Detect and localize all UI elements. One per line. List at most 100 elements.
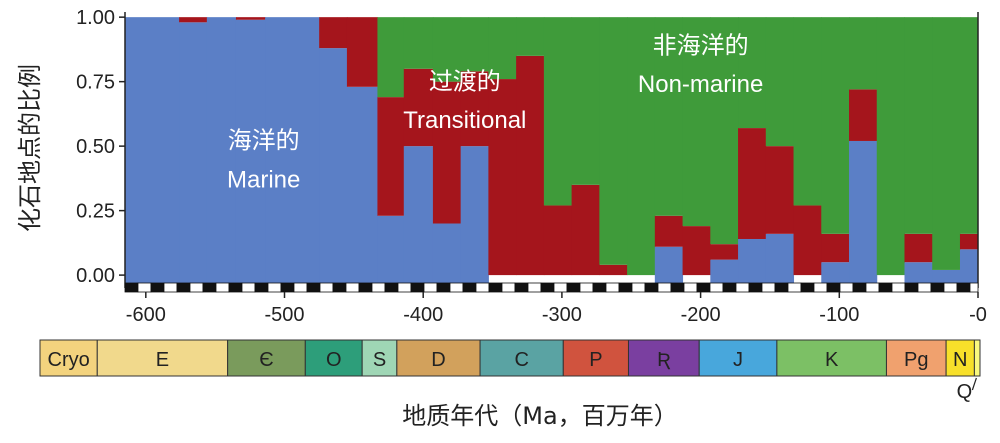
x-axis-dash <box>540 282 555 293</box>
region-label-en: Transitional <box>403 107 526 134</box>
bar-marine-9 <box>432 223 462 288</box>
bar-nonmarine-15 <box>599 17 628 265</box>
period-quaternary <box>973 339 981 377</box>
bar-marine-24 <box>849 140 878 288</box>
bar-nonmarine-24 <box>849 17 878 90</box>
bar-nonmarine-18 <box>682 17 711 227</box>
bar-transitional-22 <box>793 205 822 276</box>
x-axis-dash <box>904 282 919 293</box>
x-axis-dash <box>514 282 529 293</box>
x-axis-dash <box>813 282 828 293</box>
quaternary-label: Q <box>957 381 973 403</box>
x-axis-dash <box>943 282 958 293</box>
x-axis-dash <box>930 282 945 293</box>
bar-nonmarine-12 <box>516 17 545 56</box>
x-axis-dash <box>436 282 451 293</box>
x-tick-label: -400 <box>403 304 443 326</box>
bar-transitional-23 <box>821 233 850 263</box>
stacked-bars <box>125 17 979 289</box>
bar-transitional-21 <box>765 146 795 234</box>
bar-marine-0 <box>125 17 180 289</box>
bar-transitional-8 <box>403 68 434 147</box>
bar-marine-7 <box>377 215 405 288</box>
y-tick-label: 0.50 <box>76 136 115 158</box>
x-axis-dash <box>423 282 438 293</box>
x-axis-dash <box>215 282 230 293</box>
x-axis-dash <box>397 282 412 293</box>
bar-transitional-18 <box>682 226 711 276</box>
x-axis-dash <box>124 282 139 293</box>
bar-marine-17 <box>654 246 684 288</box>
x-axis-dash <box>358 282 373 293</box>
y-axis-title: 化石地点的比例 <box>16 64 44 232</box>
x-axis-dash <box>670 282 685 293</box>
bar-transitional-9 <box>432 81 462 224</box>
bar-nonmarine-8 <box>403 17 434 69</box>
bar-transitional-12 <box>516 55 545 276</box>
period-label: E <box>156 349 169 371</box>
y-tick-label: 0.75 <box>76 72 115 94</box>
period-11 <box>885 339 947 377</box>
bar-nonmarine-9 <box>432 17 462 82</box>
bar-transitional-5 <box>319 17 348 49</box>
x-tick-label: -0 <box>969 304 987 326</box>
period-3 <box>304 339 363 377</box>
period-4 <box>361 339 398 377</box>
x-axis-dash <box>345 282 360 293</box>
period-label: N <box>953 349 967 371</box>
bar-transitional-11 <box>488 79 517 276</box>
x-axis-dash <box>176 282 191 293</box>
x-axis-dash <box>683 282 698 293</box>
bar-nonmarine-17 <box>654 17 684 216</box>
y-tick-label: 1.00 <box>76 7 115 29</box>
bar-marine-10 <box>460 146 489 288</box>
x-axis-dash <box>891 282 906 293</box>
period-2 <box>227 339 306 377</box>
bar-marine-2 <box>206 17 237 289</box>
y-tick-label: 0.25 <box>76 201 115 223</box>
x-axis-dash <box>488 282 503 293</box>
region-labels: 海洋的 Marine 过渡的 Transitional 非海洋的 Non-marine <box>227 31 763 193</box>
bar-transitional-7 <box>377 97 405 216</box>
period-6 <box>479 339 564 377</box>
x-axis-dash <box>774 282 789 293</box>
x-axis-dash <box>150 282 165 293</box>
x-axis-dash <box>306 282 321 293</box>
x-tick-label: -200 <box>681 304 721 326</box>
x-axis-dash <box>826 282 841 293</box>
x-axis-dash <box>566 282 581 293</box>
bar-transitional-24 <box>849 89 878 141</box>
bar-nonmarine-21 <box>765 17 795 147</box>
x-axis-dash <box>293 282 308 293</box>
x-axis-dash <box>800 282 815 293</box>
period-7 <box>562 339 629 377</box>
period-8 <box>627 339 700 377</box>
x-axis-dash <box>787 282 802 293</box>
y-tick-label: 0.00 <box>76 265 115 287</box>
x-axis-dash <box>917 282 932 293</box>
region-label-en: Non-marine <box>638 71 763 98</box>
x-axis-dash <box>631 282 646 293</box>
bar-transitional-13 <box>543 205 573 276</box>
x-axis-dash <box>696 282 711 293</box>
period-5 <box>396 339 481 377</box>
x-axis-dash <box>722 282 737 293</box>
period-label: Pg <box>904 349 928 371</box>
x-axis-dash <box>839 282 854 293</box>
bar-marine-8 <box>403 146 434 288</box>
x-axis-dash <box>332 282 347 293</box>
period-label: Cryo <box>48 349 90 371</box>
bar-nonmarine-23 <box>821 17 850 234</box>
x-axis-dash <box>475 282 490 293</box>
bar-nonmarine-13 <box>543 17 573 206</box>
region-label-zh: 非海洋的 <box>653 31 749 59</box>
bar-marine-3 <box>235 19 266 289</box>
x-axis-dash <box>527 282 542 293</box>
region-label-zh: 海洋的 <box>228 127 300 155</box>
bar-transitional-3 <box>235 17 266 20</box>
x-axis-dash <box>709 282 724 293</box>
bar-nonmarine-14 <box>571 17 600 185</box>
bar-transitional-15 <box>599 264 628 276</box>
bar-transitional-26 <box>904 233 933 263</box>
x-axis-dash <box>878 282 893 293</box>
